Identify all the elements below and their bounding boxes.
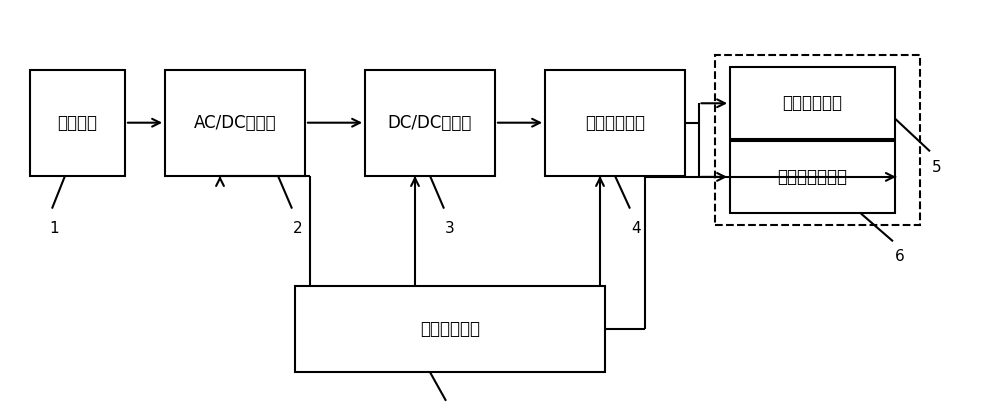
Text: 3: 3 <box>445 221 455 236</box>
FancyBboxPatch shape <box>730 67 895 139</box>
FancyBboxPatch shape <box>295 286 605 372</box>
FancyBboxPatch shape <box>30 70 125 176</box>
Text: AC/DC变换器: AC/DC变换器 <box>194 114 276 132</box>
Text: 4: 4 <box>631 221 641 236</box>
Text: 5: 5 <box>932 160 942 175</box>
Text: 1: 1 <box>49 221 59 236</box>
FancyBboxPatch shape <box>365 70 495 176</box>
Text: 6: 6 <box>895 249 905 265</box>
FancyBboxPatch shape <box>165 70 305 176</box>
Text: 2: 2 <box>293 221 303 236</box>
Text: 智能管理单元: 智能管理单元 <box>420 320 480 338</box>
FancyBboxPatch shape <box>730 141 895 213</box>
Text: DC/DC变换器: DC/DC变换器 <box>388 114 472 132</box>
Text: 模式转换开关: 模式转换开关 <box>585 114 645 132</box>
Text: 电网接口: 电网接口 <box>58 114 98 132</box>
Text: 光伏汇流筱接口: 光伏汇流筱接口 <box>778 168 848 186</box>
Text: 电动汽车接口: 电动汽车接口 <box>782 94 842 112</box>
FancyBboxPatch shape <box>545 70 685 176</box>
